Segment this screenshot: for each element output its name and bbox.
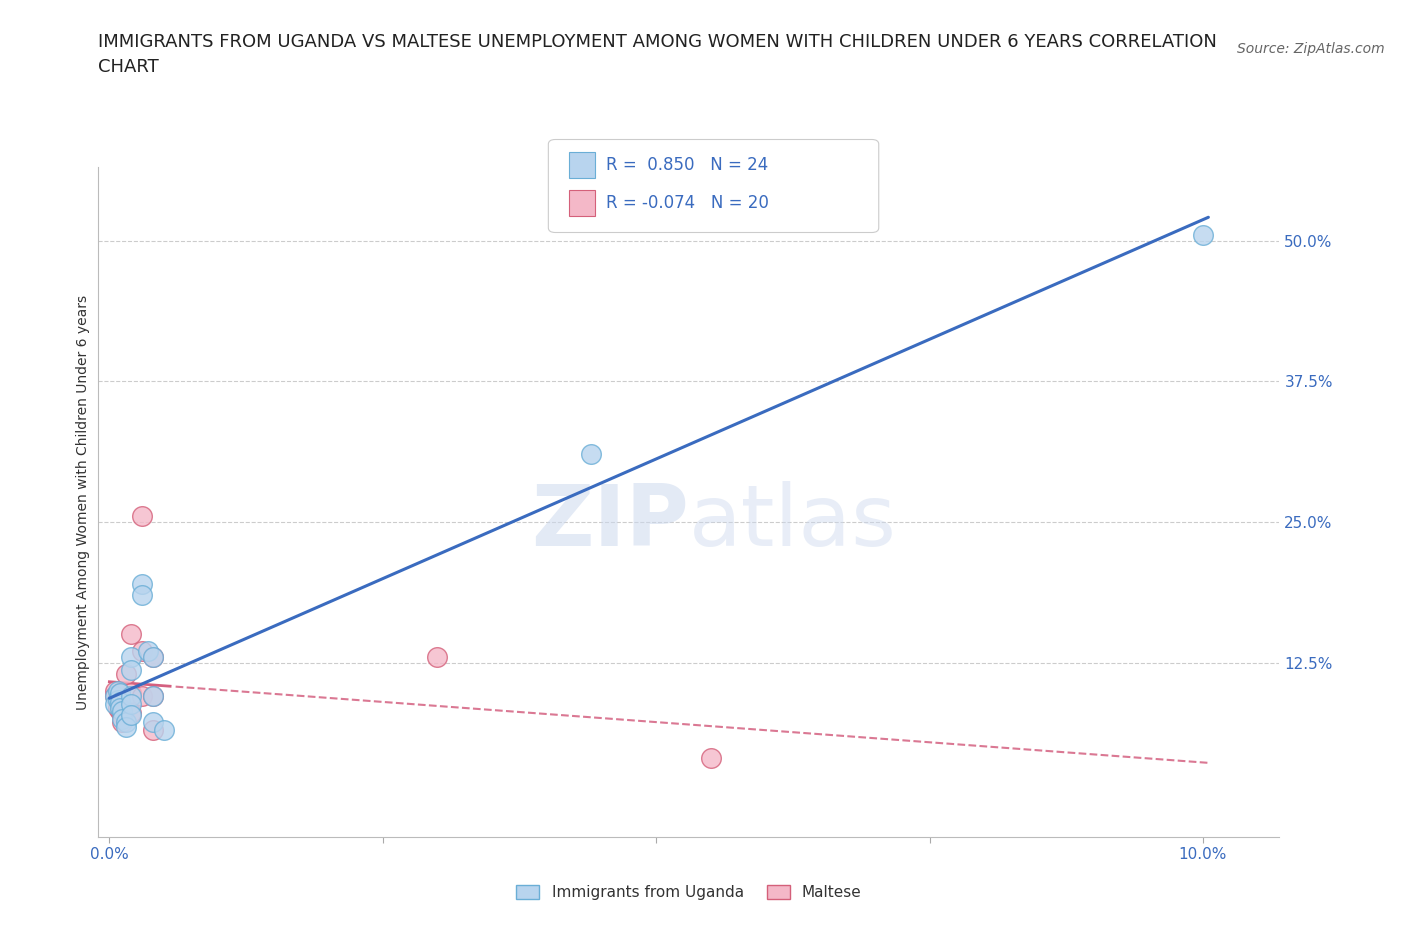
Point (111, 715, 134, 730)
Point (104, 697, 127, 711)
Point (114, 667, 136, 682)
Point (111, 708, 134, 723)
Point (110, 700, 132, 715)
Point (153, 723, 176, 737)
Point (111, 711, 134, 726)
Point (700, 751, 723, 765)
Point (142, 689, 165, 704)
Point (110, 695, 132, 710)
Point (131, 509, 153, 524)
Point (579, 447, 602, 462)
Point (142, 649, 165, 664)
Point (104, 689, 127, 704)
Point (111, 703, 134, 718)
Text: R =  0.850   N = 24: R = 0.850 N = 24 (606, 155, 768, 174)
Point (110, 695, 132, 710)
Text: ZIP: ZIP (531, 481, 689, 564)
Point (142, 715, 165, 730)
Point (142, 649, 165, 664)
Point (104, 684, 127, 698)
Point (120, 627, 142, 642)
Point (1192, 228, 1215, 243)
Point (104, 689, 127, 704)
Point (120, 689, 142, 704)
Point (131, 644, 153, 658)
Point (131, 588, 153, 603)
Point (107, 692, 129, 707)
Legend: Immigrants from Uganda, Maltese: Immigrants from Uganda, Maltese (510, 879, 868, 907)
Point (114, 715, 136, 730)
Point (110, 685, 132, 700)
Point (107, 700, 129, 715)
Point (120, 663, 142, 678)
Point (142, 689, 165, 704)
Point (131, 689, 153, 704)
Point (114, 719, 136, 734)
Point (110, 703, 132, 718)
Text: IMMIGRANTS FROM UGANDA VS MALTESE UNEMPLOYMENT AMONG WOMEN WITH CHILDREN UNDER 6: IMMIGRANTS FROM UGANDA VS MALTESE UNEMPL… (98, 33, 1218, 50)
Point (120, 708, 142, 723)
Point (136, 644, 159, 658)
Point (120, 706, 142, 721)
Point (426, 649, 449, 664)
Point (120, 685, 142, 700)
Point (107, 684, 129, 698)
Text: R = -0.074   N = 20: R = -0.074 N = 20 (606, 193, 769, 212)
Point (110, 685, 132, 700)
Point (120, 649, 142, 664)
Point (120, 697, 142, 711)
Point (107, 692, 129, 707)
Text: Source: ZipAtlas.com: Source: ZipAtlas.com (1237, 42, 1385, 56)
Text: CHART: CHART (98, 58, 159, 75)
Point (131, 577, 153, 591)
Text: atlas: atlas (689, 481, 897, 564)
Point (142, 723, 165, 737)
Y-axis label: Unemployment Among Women with Children Under 6 years: Unemployment Among Women with Children U… (76, 295, 90, 710)
